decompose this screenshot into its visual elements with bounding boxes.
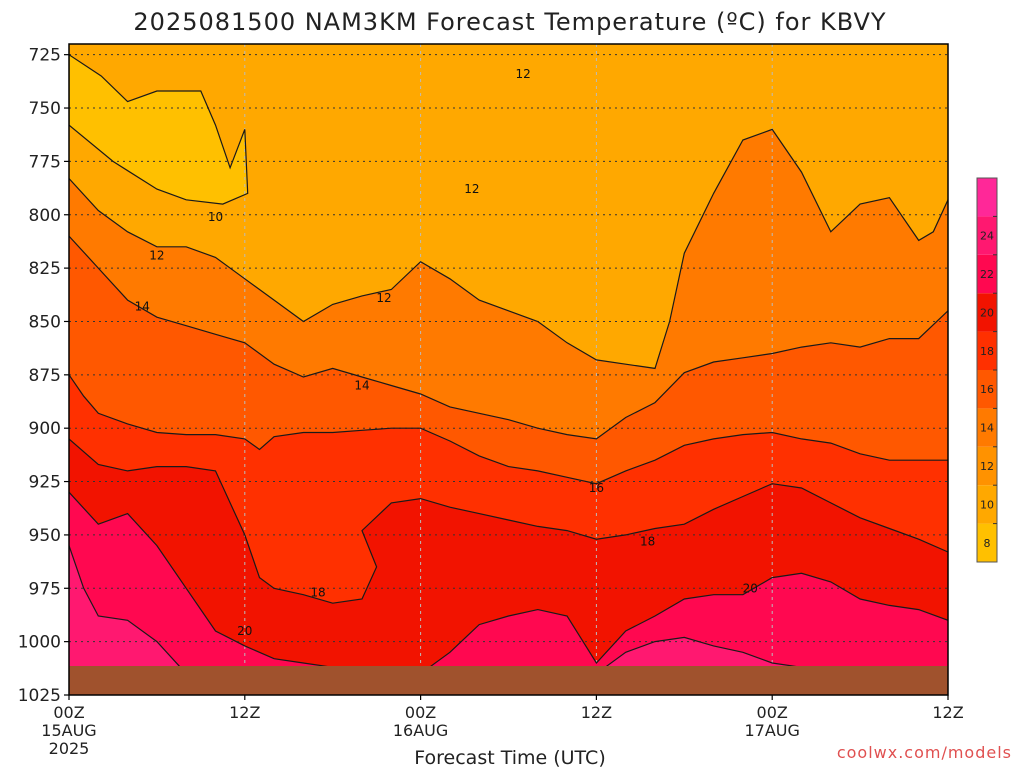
x-tick-time: 00Z xyxy=(757,703,788,722)
x-tick-time: 00Z xyxy=(405,703,436,722)
x-tick-year: 2025 xyxy=(49,739,90,758)
contour-line-16 xyxy=(69,374,948,485)
contour-label: 20 xyxy=(237,624,252,638)
colorbar-label: 20 xyxy=(980,306,994,319)
colorbar-label: 22 xyxy=(980,268,994,281)
contour-label: 18 xyxy=(310,586,325,600)
x-tick-time: 12Z xyxy=(229,703,260,722)
contour-label: 12 xyxy=(376,291,391,305)
colorbar-label: 14 xyxy=(980,422,994,435)
colorbar-legend: 8 10 12 14 16 18 20 22 24 xyxy=(976,177,998,563)
plot-area: 12 12 10 12 12 14 14 16 18 18 20 20 xyxy=(69,44,948,695)
fill-band-10 xyxy=(69,54,248,205)
contour-line-22 xyxy=(596,636,802,675)
x-tick-date: 17AUG xyxy=(744,721,799,740)
x-tick-time: 00Z xyxy=(53,703,84,722)
colorbar-swatch xyxy=(977,293,997,332)
plot-frame xyxy=(68,43,949,696)
y-tick-label: 775 xyxy=(29,152,61,172)
y-tick-label: 1000 xyxy=(18,633,61,653)
y-tick-label: 875 xyxy=(29,366,61,386)
x-axis-label: Forecast Time (UTC) xyxy=(414,747,605,768)
colorbar-swatch xyxy=(977,485,997,524)
colorbar-swatch xyxy=(977,446,997,486)
contour-label: 14 xyxy=(354,379,369,393)
y-tick-label: 900 xyxy=(29,419,61,439)
contour-label: 10 xyxy=(208,210,223,224)
colorbar-swatch xyxy=(977,178,997,217)
colorbar-label: 16 xyxy=(980,383,994,396)
contour-label: 16 xyxy=(589,481,604,495)
chart-title: 2025081500 NAM3KM Forecast Temperature (… xyxy=(133,8,886,36)
x-tick-date: 15AUG xyxy=(41,721,96,740)
colorbar-label: 24 xyxy=(980,230,994,243)
contour-line-12 xyxy=(69,128,948,370)
colorbar-swatch xyxy=(977,254,997,294)
temperature-fill-layers xyxy=(69,44,948,695)
x-tick-date: 16AUG xyxy=(393,721,448,740)
fill-band-20 xyxy=(69,492,948,695)
contour-label: 12 xyxy=(149,248,164,262)
colorbar-swatch xyxy=(977,408,997,447)
contour-line-20 xyxy=(69,491,948,675)
contour-lines xyxy=(69,53,948,675)
colorbar-swatch xyxy=(977,216,997,255)
contour-line-14 xyxy=(69,235,948,440)
contour-label: 18 xyxy=(640,534,655,548)
ground-terrain xyxy=(69,666,948,695)
y-tick-label: 1025 xyxy=(18,686,61,706)
contour-label: 20 xyxy=(743,581,758,595)
contour-label: 14 xyxy=(135,300,150,314)
y-tick-label: 800 xyxy=(29,206,61,226)
contour-labels: 12 12 10 12 12 14 14 16 18 18 20 20 xyxy=(135,67,758,638)
x-tick-time: 12Z xyxy=(932,703,963,722)
y-tick-label: 825 xyxy=(29,259,61,279)
y-tick-label: 850 xyxy=(29,312,61,332)
y-tick-label: 950 xyxy=(29,526,61,546)
contour-line-18 xyxy=(69,438,948,604)
y-tick-label: 750 xyxy=(29,99,61,119)
contour-line-22 xyxy=(69,545,187,675)
credit-text: coolwx.com/models xyxy=(837,743,1012,762)
contour-label: 12 xyxy=(516,67,531,81)
y-tick-label: 925 xyxy=(29,473,61,493)
grid-lines xyxy=(69,44,948,695)
y-tick-label: 725 xyxy=(29,46,61,66)
colorbar-swatch xyxy=(977,331,997,370)
y-tick-label: 975 xyxy=(29,579,61,599)
contour-line-10 xyxy=(69,53,249,205)
contour-label: 12 xyxy=(464,182,479,196)
x-tick-time: 12Z xyxy=(581,703,612,722)
colorbar-swatch xyxy=(977,370,997,409)
colorbar-swatch xyxy=(977,523,997,562)
y-axis-pressure: 725 750 775 800 825 850 875 900 925 950 975 1000 102… xyxy=(18,46,69,706)
colorbar-label: 10 xyxy=(980,498,994,511)
colorbar-label: 8 xyxy=(984,537,991,550)
colorbar-label: 12 xyxy=(980,460,994,473)
colorbar-label: 18 xyxy=(980,345,994,358)
